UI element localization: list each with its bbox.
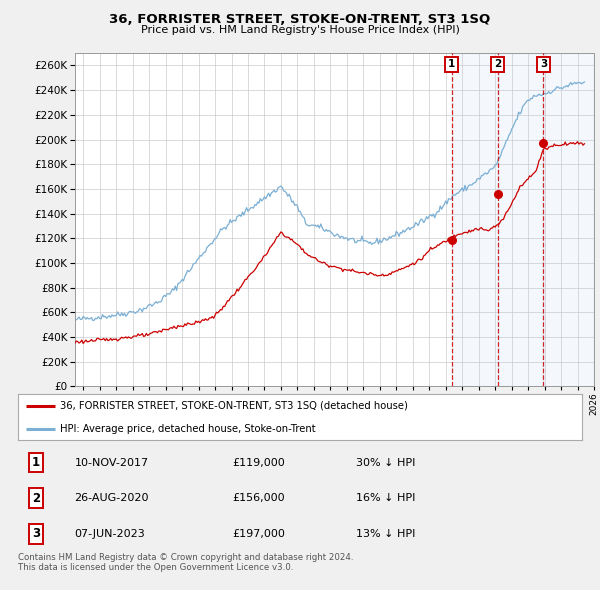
Text: 07-JUN-2023: 07-JUN-2023 — [74, 529, 145, 539]
Bar — [544, 53, 593, 386]
Text: Price paid vs. HM Land Registry's House Price Index (HPI): Price paid vs. HM Land Registry's House … — [140, 25, 460, 35]
Text: Contains HM Land Registry data © Crown copyright and database right 2024.
This d: Contains HM Land Registry data © Crown c… — [18, 553, 353, 572]
Text: 1: 1 — [32, 456, 40, 469]
Text: 16% ↓ HPI: 16% ↓ HPI — [356, 493, 416, 503]
Text: £156,000: £156,000 — [232, 493, 285, 503]
Text: 1: 1 — [448, 59, 455, 69]
Text: 2: 2 — [32, 492, 40, 505]
Text: 30% ↓ HPI: 30% ↓ HPI — [356, 458, 416, 468]
Text: £119,000: £119,000 — [232, 458, 285, 468]
Text: 36, FORRISTER STREET, STOKE-ON-TRENT, ST3 1SQ: 36, FORRISTER STREET, STOKE-ON-TRENT, ST… — [109, 13, 491, 26]
Text: 13% ↓ HPI: 13% ↓ HPI — [356, 529, 416, 539]
Text: £197,000: £197,000 — [232, 529, 285, 539]
Text: 3: 3 — [32, 527, 40, 540]
Bar — [497, 53, 544, 386]
Text: HPI: Average price, detached house, Stoke-on-Trent: HPI: Average price, detached house, Stok… — [60, 424, 316, 434]
Text: 10-NOV-2017: 10-NOV-2017 — [74, 458, 149, 468]
Text: 3: 3 — [540, 59, 547, 69]
Bar — [452, 53, 497, 386]
Text: 26-AUG-2020: 26-AUG-2020 — [74, 493, 149, 503]
Text: 2: 2 — [494, 59, 502, 69]
Text: 36, FORRISTER STREET, STOKE-ON-TRENT, ST3 1SQ (detached house): 36, FORRISTER STREET, STOKE-ON-TRENT, ST… — [60, 401, 408, 411]
